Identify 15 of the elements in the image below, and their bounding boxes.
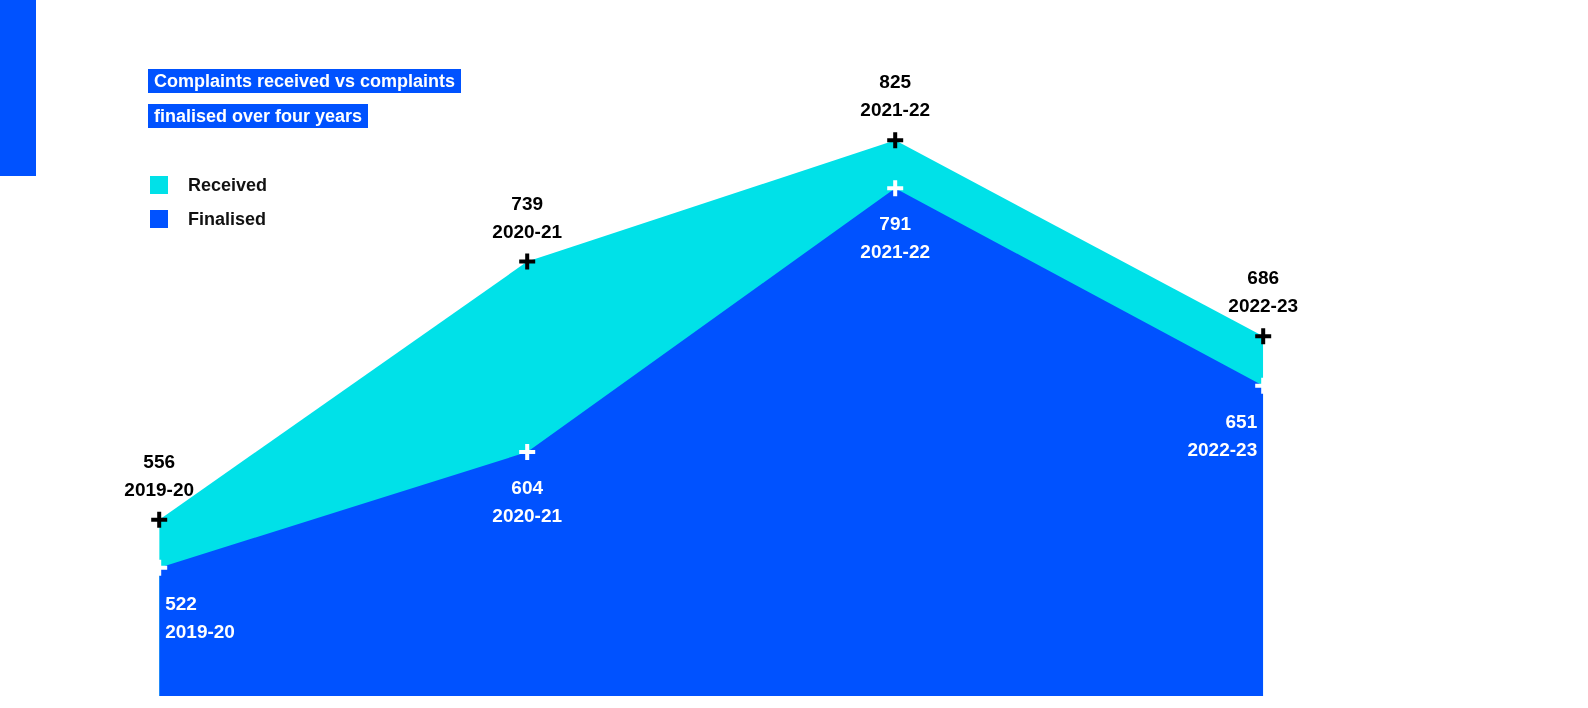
data-label: 604 — [511, 477, 544, 499]
data-label: 556 — [143, 450, 176, 472]
data-label: 825 — [879, 71, 912, 93]
data-label: 522 — [165, 592, 197, 614]
data-label: 686 — [1247, 267, 1280, 289]
data-label: 791 — [879, 213, 912, 235]
chart-title: Complaints received vs complaints finalised over four years — [148, 69, 462, 128]
category-label: 2020-21 — [492, 505, 563, 527]
category-label: 2019-20 — [165, 620, 235, 642]
category-label: 2021-22 — [860, 241, 931, 263]
legend-label: Received — [188, 174, 268, 196]
category-label: 2022-23 — [1187, 438, 1258, 460]
legend-label: Finalised — [188, 208, 267, 230]
data-label: 739 — [511, 192, 544, 214]
data-label: 651 — [1225, 410, 1258, 432]
